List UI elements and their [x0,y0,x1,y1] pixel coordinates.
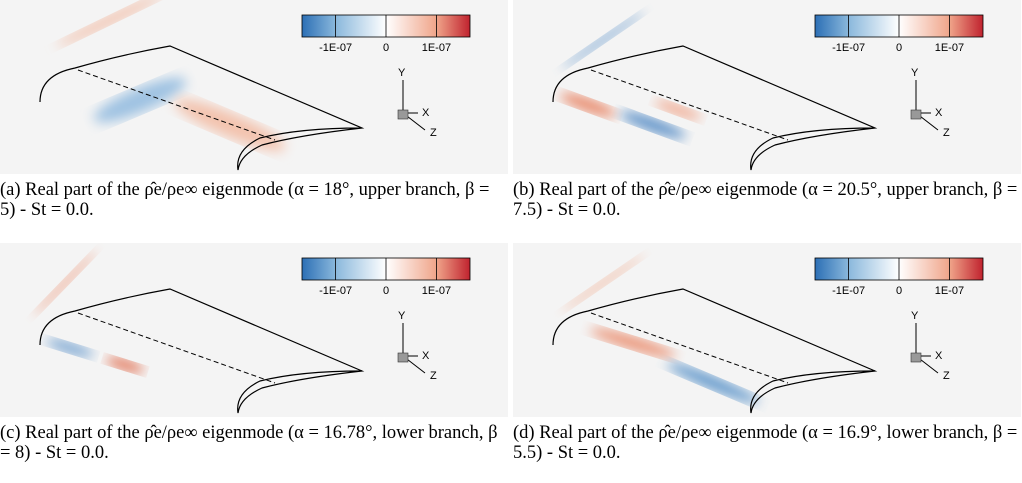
axis-label: Z [430,127,437,139]
mode-structure [666,362,760,404]
wing-chord-dash [590,69,789,141]
wing-chord-dash [77,312,276,384]
triad-cube [910,352,922,363]
axis-label: Y [398,67,406,79]
wing-outline [39,45,365,171]
colorbar-tick-label: 1E-07 [422,42,451,54]
colorbar-tick-label: 0 [896,42,902,54]
figure-panel: -1E-07 0 1E-07 Y X Z (b) Real part of the ρ̂e/… [513,0,1021,220]
caption: (d) Real part of the ρ̂e/ρe∞ eigenmode (… [513,423,1018,463]
flow-image: -1E-07 0 1E-07 Y XZ [513,243,1021,417]
axis-label: Z [943,370,950,382]
mode-structure [93,77,187,123]
colorbar-tick-label: -1E-07 [319,42,352,54]
axis-label: Y [911,67,919,79]
mode-structure [559,93,617,117]
mode-structure [589,328,677,358]
mode-structure [55,0,165,47]
wing-chord-dash [590,312,789,384]
mode-structure [561,11,645,69]
wing-outline [552,288,878,414]
axis-label: X [422,350,430,362]
colorbar-tick-label: -1E-07 [319,285,352,297]
axis-label: X [935,107,943,119]
mode-structure [561,254,645,312]
mode-structure [654,100,702,120]
figure-panel: -1E-07 0 1E-07 Y X Z (d) Real part of the ρ̂e/… [513,243,1021,463]
axis-label: X [422,107,430,119]
triad-cube [397,109,409,120]
axis-label: X [935,350,943,362]
figure-panel: -1E-07 0 1E-07 Y X Z (a) Real part of the ρ̂e/… [0,0,508,220]
colorbar-tick-label: 0 [896,285,902,297]
colorbar-tick-label: -1E-07 [832,42,865,54]
axis-label: Y [398,310,406,322]
mode-structure [620,111,686,139]
flow-image: -1E-07 0 1E-07 Y XZ [0,0,508,174]
figure-panel: -1E-07 0 1E-07 Y X Z (c) Real part of the ρ̂e/… [0,243,508,463]
axis-label: Z [430,370,437,382]
colorbar-tick-label: 0 [383,42,389,54]
wing-chord-dash [77,69,276,141]
triad-cube [910,109,922,120]
mode-structure [46,339,94,357]
caption: (a) Real part of the ρ̂e/ρe∞ eigenmode (… [0,180,490,220]
axis-label: Z [943,127,950,139]
triad-cube [397,352,409,363]
mode-structure [105,357,145,373]
colorbar-tick-label: 1E-07 [422,285,451,297]
colorbar-tick-label: -1E-07 [832,285,865,297]
wing-outline [552,45,878,171]
caption: (c) Real part of the ρ̂e/ρe∞ eigenmode (… [0,423,498,463]
axis-label: Y [911,310,919,322]
colorbar-tick-label: 1E-07 [935,285,964,297]
colorbar-tick-label: 1E-07 [935,42,964,54]
colorbar-tick-label: 0 [383,285,389,297]
flow-image: -1E-07 0 1E-07 Y XZ [0,243,508,417]
caption: (b) Real part of the ρ̂e/ρe∞ eigenmode (… [513,180,1018,220]
wing-outline [39,288,365,414]
mode-structure [33,250,97,316]
mode-structure [174,99,286,151]
flow-image: -1E-07 0 1E-07 Y XZ [513,0,1021,174]
